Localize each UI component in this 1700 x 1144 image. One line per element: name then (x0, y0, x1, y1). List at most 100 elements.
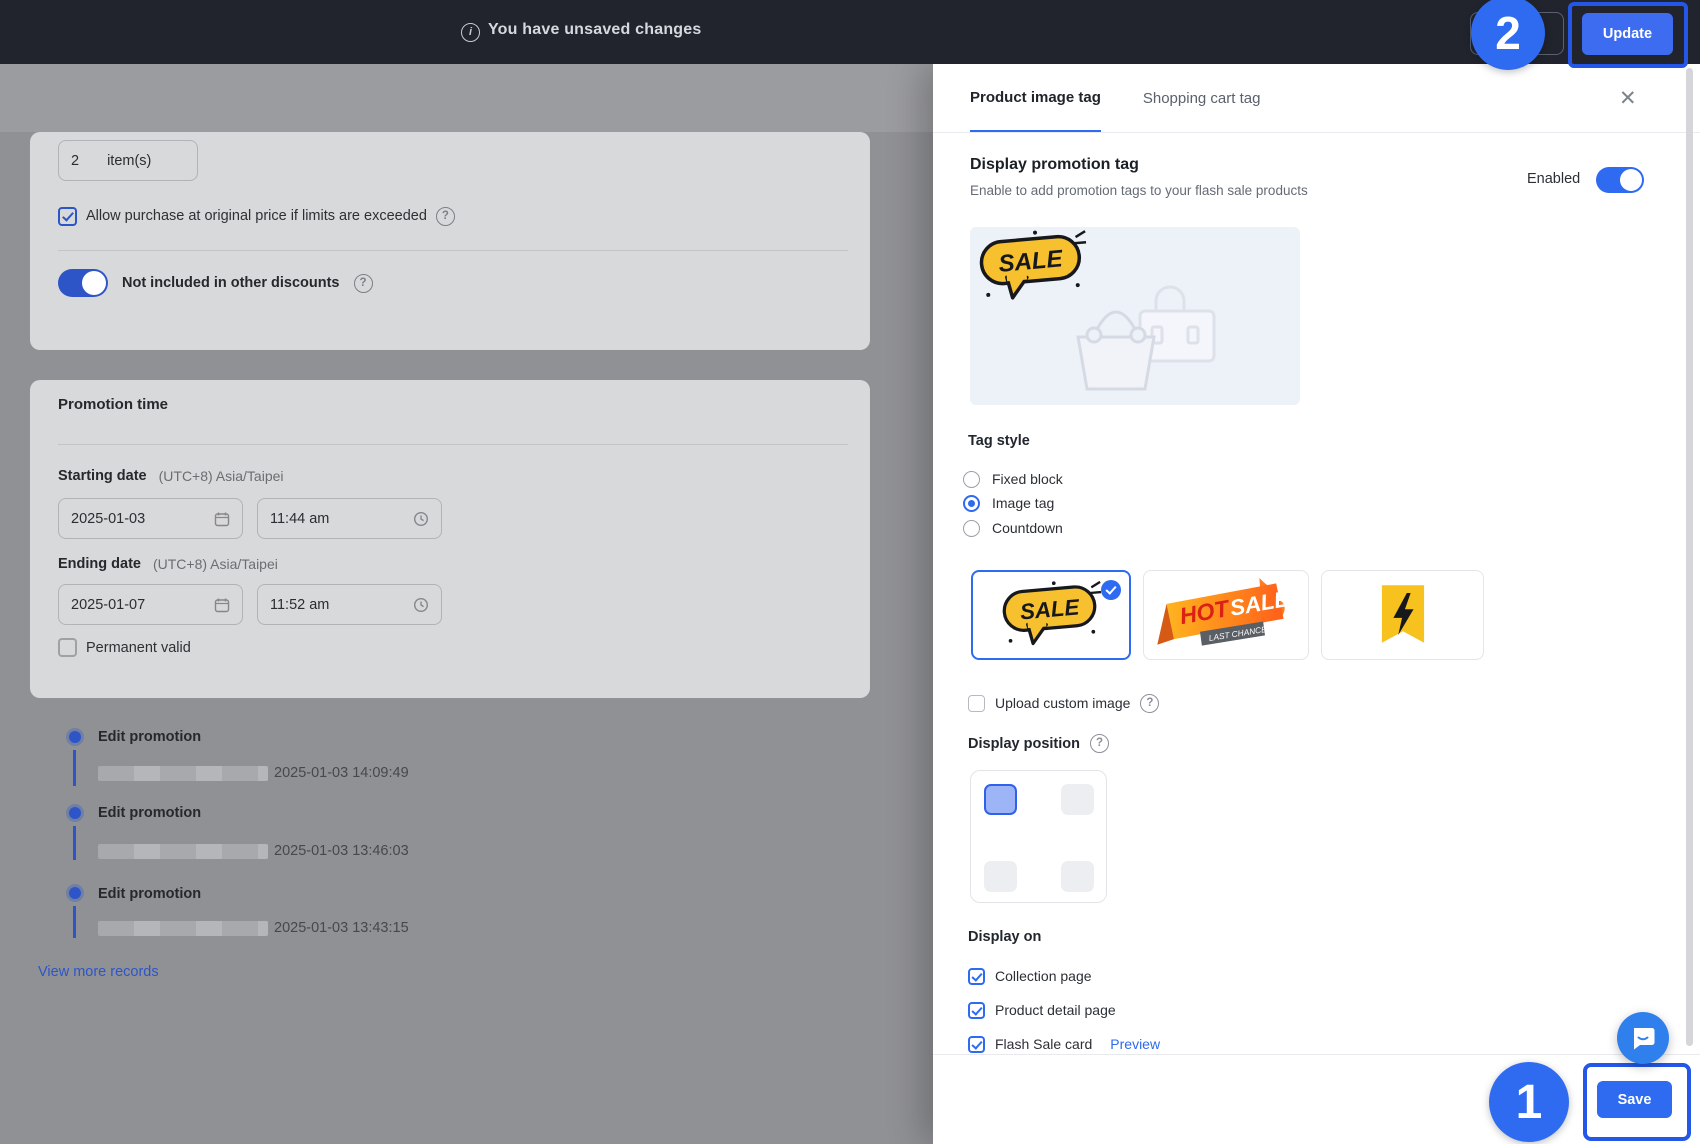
display-promotion-tag-title: Display promotion tag (970, 156, 1139, 173)
flash-sale-card-label: Flash Sale card (995, 1036, 1093, 1052)
end-date-input[interactable]: 2025-01-07 (58, 584, 243, 625)
clock-icon (413, 597, 429, 612)
tag-preview-image: SALE (970, 227, 1300, 405)
start-date-input[interactable]: 2025-01-03 (58, 498, 243, 539)
divider (58, 250, 848, 251)
redacted-text (98, 843, 268, 859)
ending-date-label: Ending date (58, 556, 141, 572)
record-title: Edit promotion (98, 886, 202, 902)
radio-icon (963, 519, 980, 537)
selected-check-icon (1101, 580, 1121, 600)
start-date-value: 2025-01-03 (71, 510, 146, 527)
redacted-text (98, 765, 268, 781)
timeline-line (73, 826, 76, 860)
limits-card: 2 item(s) Allow purchase at original pri… (30, 132, 870, 350)
calendar-icon (214, 598, 230, 612)
svg-text:SALE: SALE (1019, 594, 1081, 624)
help-icon[interactable]: ? (1090, 734, 1109, 753)
tag-option-lightning-flag[interactable] (1321, 570, 1484, 660)
starting-date-label: Starting date (58, 468, 147, 484)
view-more-records-link[interactable]: View more records (38, 964, 159, 980)
collection-page-label: Collection page (995, 968, 1092, 984)
update-button[interactable]: Update (1582, 13, 1673, 55)
tab-shopping-cart-tag[interactable]: Shopping cart tag (1142, 90, 1261, 107)
calendar-icon (214, 512, 230, 526)
divider (58, 444, 848, 445)
promotion-tag-drawer: Product image tag Shopping cart tag ✕ Di… (933, 64, 1700, 1144)
display-on-label: Display on (968, 929, 1042, 945)
allow-purchase-checkbox[interactable] (58, 206, 77, 226)
enabled-label: Enabled (1527, 171, 1581, 187)
hot-sale-icon: HOT SALE LAST CHANCE (1157, 577, 1292, 646)
clock-icon (413, 511, 429, 526)
display-position-grid (970, 770, 1107, 903)
radio-image-tag[interactable]: Image tag (963, 492, 1054, 514)
upload-custom-label: Upload custom image (995, 695, 1131, 711)
update-annotation-rect (1568, 2, 1688, 68)
tag-style-label: Tag style (968, 433, 1030, 449)
step-1-badge: 1 (1489, 1062, 1569, 1142)
allow-purchase-label: Allow purchase at original price if limi… (86, 208, 427, 224)
close-icon[interactable]: ✕ (1619, 87, 1637, 110)
help-icon[interactable]: ? (1140, 693, 1160, 713)
collection-page-checkbox[interactable] (968, 967, 985, 985)
position-top-right[interactable] (1061, 784, 1094, 815)
record-timestamp: 2025-01-03 13:46:03 (274, 843, 409, 859)
position-bottom-left[interactable] (984, 861, 1017, 892)
record-title: Edit promotion (98, 805, 202, 821)
redacted-text (98, 920, 268, 936)
radio-countdown[interactable]: Countdown (963, 517, 1063, 539)
position-top-left[interactable] (984, 784, 1017, 815)
save-button[interactable]: Save (1597, 1081, 1672, 1118)
timeline-line (73, 750, 76, 786)
timeline-dot (66, 728, 84, 746)
not-included-toggle[interactable] (58, 269, 108, 297)
drawer-tabs: Product image tag Shopping cart tag (970, 64, 1260, 133)
unsaved-changes-bar: i You have unsaved changes (0, 0, 1700, 64)
preview-link[interactable]: Preview (1110, 1036, 1161, 1052)
help-icon[interactable]: ? (353, 273, 373, 293)
end-time-input[interactable]: 11:52 am (257, 584, 442, 625)
position-bottom-right[interactable] (1061, 861, 1094, 892)
flash-sale-card-checkbox[interactable] (968, 1035, 985, 1053)
tab-product-image-tag[interactable]: Product image tag (970, 64, 1101, 133)
end-date-value: 2025-01-07 (71, 596, 146, 613)
divider (933, 132, 1700, 133)
product-detail-checkbox[interactable] (968, 1001, 985, 1019)
product-detail-label: Product detail page (995, 1002, 1116, 1018)
chat-widget-button[interactable] (1617, 1012, 1669, 1064)
svg-text:SALE: SALE (997, 245, 1064, 278)
enabled-toggle[interactable] (1596, 167, 1644, 193)
scrollbar[interactable] (1686, 68, 1693, 1046)
starting-timezone: (UTC+8) Asia/Taipei (158, 468, 284, 484)
promotion-time-title: Promotion time (58, 396, 169, 413)
radio-label: Image tag (992, 495, 1055, 511)
tag-option-hot-sale[interactable]: HOT SALE LAST CHANCE (1143, 570, 1309, 660)
item-limit-value: 2 (71, 152, 80, 169)
not-included-label: Not included in other discounts (122, 275, 340, 291)
chat-bubble-icon (1634, 1028, 1655, 1050)
record-title: Edit promotion (98, 729, 202, 745)
upload-custom-checkbox[interactable] (968, 694, 985, 712)
tag-option-sale-bubble[interactable]: SALE (971, 570, 1131, 660)
timeline-line (73, 906, 76, 938)
help-icon[interactable]: ? (435, 206, 455, 226)
start-time-value: 11:44 am (270, 510, 330, 527)
timeline-dot (66, 884, 84, 902)
bags-illustration-icon (1076, 285, 1216, 391)
save-annotation-rect (1583, 1063, 1691, 1141)
ending-timezone: (UTC+8) Asia/Taipei (152, 556, 278, 572)
item-limit-input[interactable]: 2 item(s) (58, 140, 198, 181)
start-time-input[interactable]: 11:44 am (257, 498, 442, 539)
radio-fixed-block[interactable]: Fixed block (963, 468, 1063, 490)
timeline-dot (66, 804, 84, 822)
radio-label: Fixed block (992, 471, 1063, 487)
permanent-valid-checkbox[interactable] (58, 638, 77, 657)
lightning-flag-icon (1381, 585, 1424, 643)
record-timestamp: 2025-01-03 14:09:49 (274, 765, 409, 781)
display-promotion-tag-subtitle: Enable to add promotion tags to your fla… (970, 183, 1308, 198)
sale-bubble-icon: SALE (1002, 580, 1102, 646)
end-time-value: 11:52 am (270, 596, 330, 613)
sale-badge-icon: SALE (979, 230, 1087, 300)
